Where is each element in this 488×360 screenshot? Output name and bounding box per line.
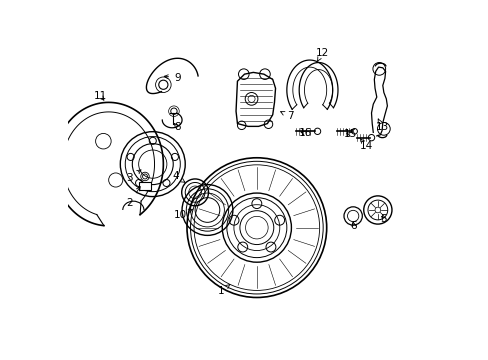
Text: 6: 6 (350, 221, 356, 231)
Text: 8: 8 (174, 122, 181, 132)
Text: 7: 7 (280, 112, 293, 121)
Text: 2: 2 (126, 186, 140, 208)
Text: 13: 13 (375, 119, 388, 132)
Text: 4: 4 (172, 171, 184, 182)
Text: 1: 1 (218, 284, 229, 296)
Polygon shape (139, 182, 151, 190)
Text: 5: 5 (380, 214, 386, 224)
Text: 9: 9 (164, 73, 181, 83)
Polygon shape (236, 72, 275, 126)
Text: 14: 14 (359, 139, 372, 152)
Text: 11: 11 (94, 91, 107, 101)
Text: 12: 12 (315, 48, 328, 61)
Text: 10: 10 (173, 209, 192, 220)
Text: 16: 16 (298, 129, 311, 139)
Text: 15: 15 (343, 129, 356, 139)
Text: 3: 3 (126, 170, 141, 183)
